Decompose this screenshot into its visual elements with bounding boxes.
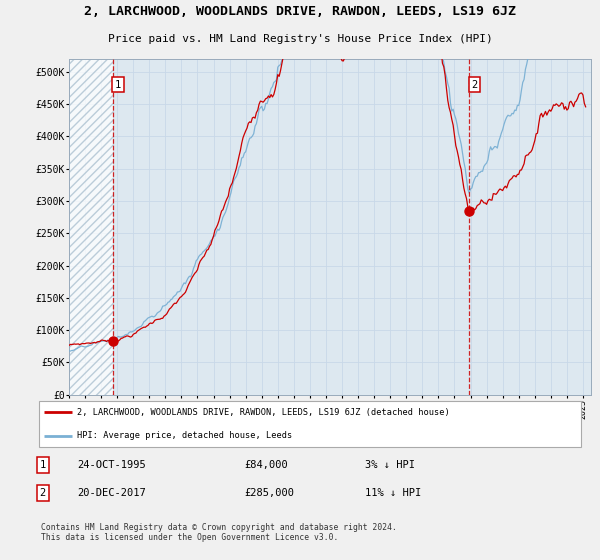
Text: 2, LARCHWOOD, WOODLANDS DRIVE, RAWDON, LEEDS, LS19 6JZ: 2, LARCHWOOD, WOODLANDS DRIVE, RAWDON, L… [84,5,516,18]
Text: 2: 2 [471,80,478,90]
Text: Contains HM Land Registry data © Crown copyright and database right 2024.
This d: Contains HM Land Registry data © Crown c… [41,523,397,542]
Text: 2: 2 [40,488,46,498]
Text: 20-DEC-2017: 20-DEC-2017 [77,488,146,498]
Text: £285,000: £285,000 [245,488,295,498]
Text: 11% ↓ HPI: 11% ↓ HPI [365,488,422,498]
Text: £84,000: £84,000 [245,460,289,470]
Text: 3% ↓ HPI: 3% ↓ HPI [365,460,415,470]
Text: 1: 1 [115,80,121,90]
Text: 2, LARCHWOOD, WOODLANDS DRIVE, RAWDON, LEEDS, LS19 6JZ (detached house): 2, LARCHWOOD, WOODLANDS DRIVE, RAWDON, L… [77,408,450,417]
Text: 24-OCT-1995: 24-OCT-1995 [77,460,146,470]
Text: HPI: Average price, detached house, Leeds: HPI: Average price, detached house, Leed… [77,431,292,440]
FancyBboxPatch shape [39,401,581,447]
Text: Price paid vs. HM Land Registry's House Price Index (HPI): Price paid vs. HM Land Registry's House … [107,34,493,44]
Text: 1: 1 [40,460,46,470]
